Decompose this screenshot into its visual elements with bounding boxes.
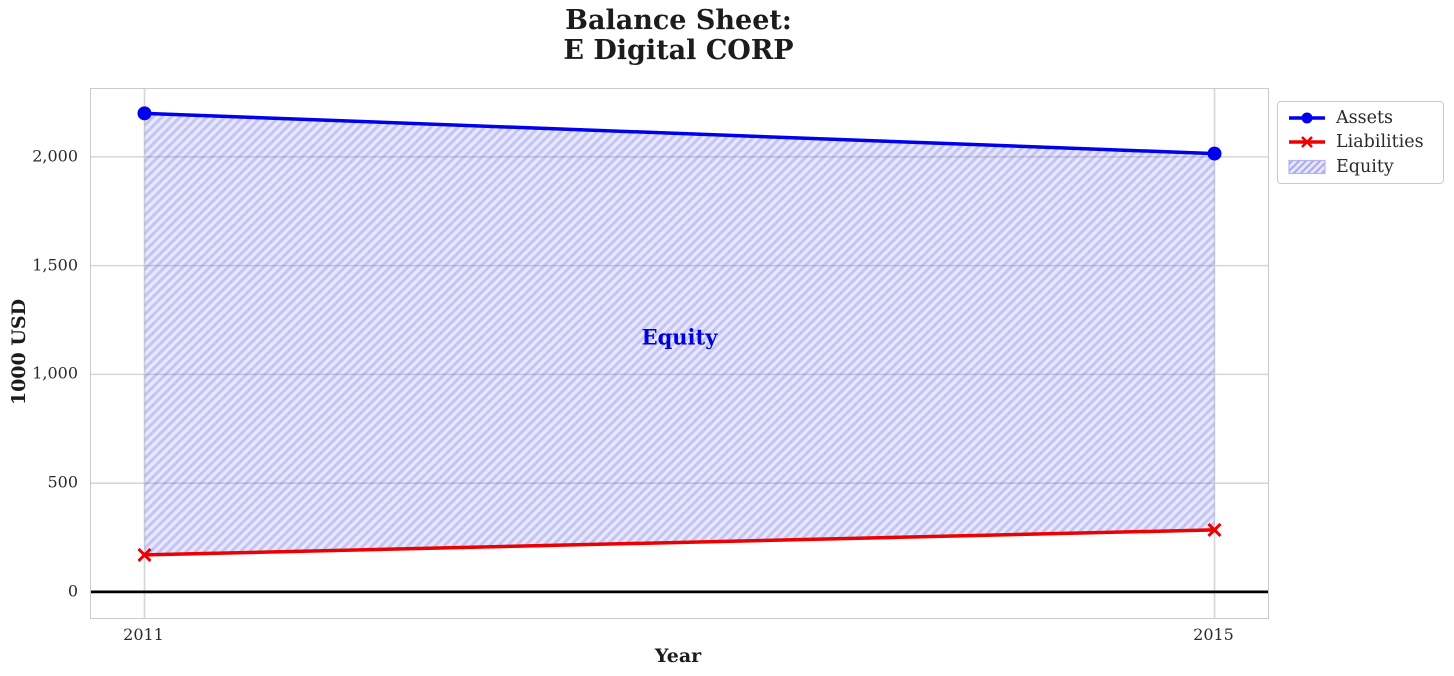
liabilities-marker: [137, 547, 152, 562]
legend-label-equity: Equity: [1336, 156, 1394, 177]
legend: Assets Liabilities Equity: [1277, 101, 1444, 184]
legend-label-assets: Assets: [1336, 108, 1393, 129]
chart-title-line-2: E Digital CORP: [563, 35, 794, 66]
legend-label-liabilities: Liabilities: [1336, 132, 1424, 153]
liabilities-line-swatch-icon: [1289, 136, 1325, 149]
y-tick-label: 0: [67, 581, 78, 601]
assets-line: [144, 111, 1215, 156]
y-tick-label: 2,000: [32, 146, 78, 166]
liabilities-marker: [1207, 522, 1222, 537]
assets-marker: [137, 106, 152, 121]
x-tick-label: 2015: [1193, 625, 1234, 644]
legend-item-liabilities: Liabilities: [1287, 132, 1434, 152]
y-tick-label: 1,500: [32, 255, 78, 275]
assets-marker: [1207, 146, 1222, 161]
y-tick-label: 500: [47, 472, 78, 492]
x-axis-label: Year: [654, 645, 702, 667]
chart-title: Balance Sheet: E Digital CORP: [90, 6, 1267, 66]
y-axis-label: 1000 USD: [8, 298, 30, 406]
legend-item-equity: Equity: [1287, 157, 1434, 177]
liabilities-line: [144, 528, 1215, 557]
y-tick-label: 1,000: [32, 363, 78, 383]
chart-canvas: [91, 89, 1268, 618]
x-tick-label: 2011: [123, 625, 164, 644]
legend-item-assets: Assets: [1287, 108, 1434, 128]
chart-title-line-1: Balance Sheet:: [565, 5, 792, 36]
plot-area: Equity: [90, 88, 1269, 619]
equity-annotation: Equity: [641, 324, 718, 350]
equity-area: [144, 113, 1215, 555]
assets-line-swatch-icon: [1289, 112, 1325, 124]
equity-hatch-swatch-icon: [1288, 159, 1326, 174]
